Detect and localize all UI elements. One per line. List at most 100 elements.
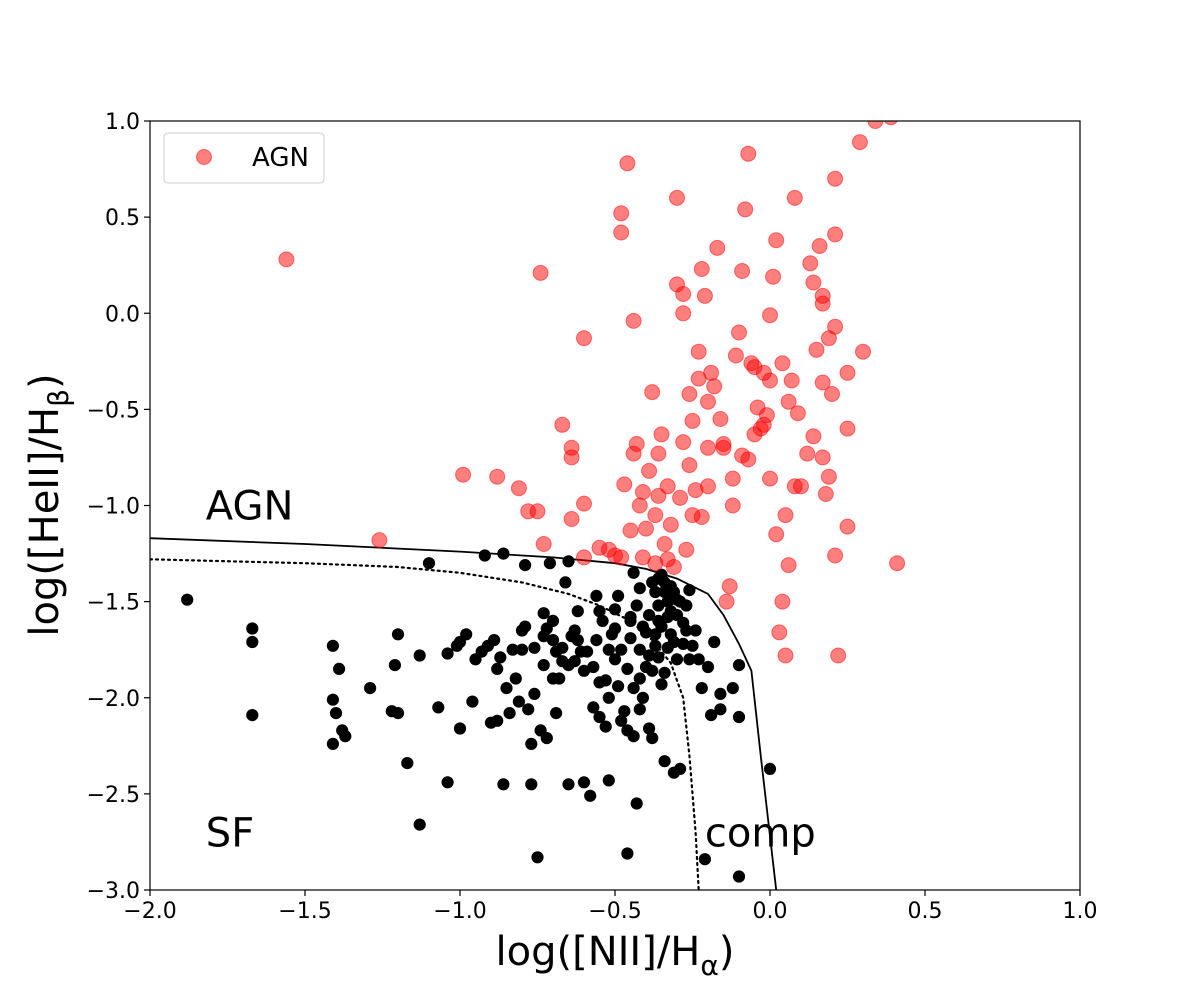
agn-point	[855, 343, 871, 360]
agn-point	[786, 189, 803, 206]
sf-point	[388, 659, 401, 672]
sf-point	[497, 778, 510, 791]
agn-point	[638, 520, 654, 537]
legend-label-agn: AGN	[252, 143, 309, 173]
sf-point	[478, 549, 491, 562]
agn-point	[774, 593, 791, 610]
sf-point	[364, 682, 377, 695]
sf-point	[608, 653, 622, 666]
sf-point	[664, 605, 677, 618]
sf-point	[695, 682, 708, 695]
x-axis-label: log([NII]/Hα)	[496, 929, 735, 982]
agn-point	[678, 541, 695, 558]
legend-box	[163, 132, 325, 184]
sf-point	[488, 634, 501, 647]
sf-point	[181, 593, 194, 606]
sf-point	[674, 595, 687, 608]
sf-point	[401, 757, 414, 770]
sf-point	[649, 639, 662, 652]
sf-point	[590, 589, 603, 603]
agn-point	[489, 468, 506, 485]
sf-point	[596, 614, 609, 628]
agn-point	[669, 189, 685, 206]
sf-point	[714, 687, 727, 701]
agn-point	[613, 224, 630, 241]
sf-point	[540, 732, 553, 745]
agn-point	[659, 478, 676, 495]
agn-point	[619, 155, 636, 172]
sf-point	[608, 622, 622, 635]
sf-point	[491, 714, 504, 727]
y-tick-label: 1.0	[105, 110, 140, 135]
sf-point	[633, 703, 646, 716]
sf-point	[658, 576, 671, 589]
agn-point	[731, 324, 747, 341]
agn-point	[780, 557, 797, 574]
agn-point	[656, 536, 673, 552]
agn-point	[734, 263, 751, 279]
sf-point	[432, 701, 445, 714]
agn-point	[532, 264, 549, 281]
sf-point	[636, 691, 650, 704]
agn-point	[653, 426, 670, 443]
sf-point	[602, 774, 615, 787]
sf-point	[333, 662, 346, 676]
sf-point	[627, 682, 640, 695]
agn-point	[715, 439, 732, 456]
agn-point	[703, 364, 720, 381]
sf-point	[562, 659, 575, 672]
legend-marker-agn	[196, 149, 212, 165]
sf-point	[469, 653, 482, 666]
y-tick-label: −1.5	[87, 591, 140, 616]
sf-point	[593, 710, 606, 724]
sf-point	[587, 701, 600, 714]
sf-point	[683, 584, 696, 597]
sf-point	[413, 649, 426, 662]
sf-point	[494, 651, 507, 664]
x-tick-label: −1.0	[433, 899, 486, 924]
sf-point	[630, 797, 643, 810]
agn-point	[839, 518, 856, 535]
agn-point	[827, 226, 844, 243]
agn-point	[799, 445, 816, 462]
agn-point	[650, 445, 667, 462]
agn-point	[817, 486, 834, 502]
sf-point	[646, 732, 659, 745]
sf-point	[624, 632, 637, 645]
agn-point	[278, 251, 295, 268]
agn-point	[641, 462, 658, 479]
sf-point	[466, 695, 479, 708]
sf-point	[612, 680, 625, 693]
x-tick-label: −2.0	[123, 899, 176, 924]
agn-point	[706, 378, 723, 395]
sf-point	[515, 643, 529, 656]
agn-point	[774, 355, 791, 372]
agn-point	[814, 295, 831, 312]
sf-point	[732, 659, 746, 672]
sf-point	[608, 603, 622, 616]
agn-point	[371, 532, 388, 549]
agn-point	[827, 547, 844, 564]
agn-point	[718, 593, 735, 610]
sf-point	[519, 559, 532, 572]
agn-point	[783, 372, 800, 389]
y-tick-label: −3.0	[87, 879, 140, 904]
y-tick-label: −0.5	[87, 398, 140, 423]
y-axis-ticks: −3.0 −2.5 −2.0 −1.5 −1.0 −0.5 0.0 0.5 1.0	[87, 110, 150, 904]
sf-point	[528, 687, 541, 701]
agn-point	[762, 307, 778, 324]
agn-point	[634, 549, 651, 566]
x-tick-label: 0.0	[753, 899, 788, 924]
agn-point	[631, 497, 648, 514]
sf-point	[571, 605, 584, 618]
sf-point	[602, 643, 615, 656]
agn-point	[777, 647, 794, 664]
sf-point	[391, 707, 405, 720]
sf-point	[512, 695, 526, 708]
sf-point	[515, 624, 529, 637]
x-tick-label: 0.5	[908, 899, 943, 924]
sf-point	[540, 622, 553, 635]
agn-point	[805, 428, 822, 445]
sf-point	[326, 693, 339, 706]
sf-point	[581, 645, 594, 658]
